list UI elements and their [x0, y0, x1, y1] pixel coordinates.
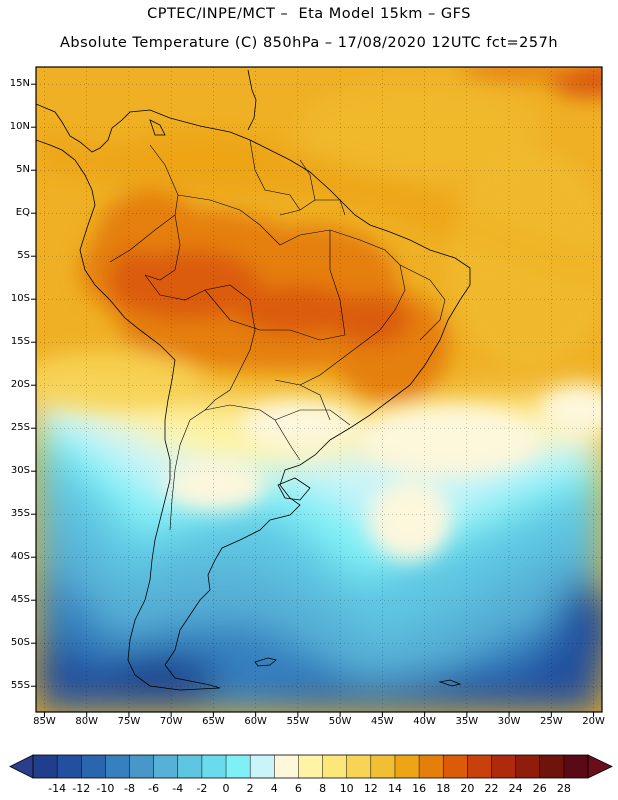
colorbar-label: 10 — [339, 782, 354, 795]
colorbar-label: 14 — [387, 782, 402, 795]
colorbar-swatch — [443, 755, 468, 778]
chart-title: CPTEC/INPE/MCT – Eta Model 15km – GFS — [147, 6, 471, 22]
latitude-label: 45S — [10, 594, 30, 606]
colorbar-label: -2 — [196, 782, 208, 795]
colorbar-label: 26 — [532, 782, 547, 795]
colorbar-swatch — [105, 755, 130, 778]
colorbar-swatch — [419, 755, 444, 778]
colorbar-swatch — [177, 755, 203, 778]
colorbar-swatch — [370, 755, 396, 778]
colorbar-label: 22 — [484, 782, 499, 795]
colorbar-swatch — [298, 755, 323, 778]
country-borders — [109, 139, 446, 531]
temperature-field — [36, 67, 602, 712]
map-frame — [35, 66, 603, 713]
colorbar — [9, 754, 613, 779]
colorbar-swatch — [563, 755, 589, 778]
colorbar-swatch — [250, 755, 275, 778]
longitude-label: 20W — [582, 716, 605, 727]
latitude-label: 35S — [10, 508, 30, 520]
latitude-label: 20S — [10, 379, 30, 391]
colorbar-swatch — [274, 755, 299, 778]
latitude-label: 5N — [16, 164, 30, 176]
latitude-label: 50S — [10, 637, 30, 649]
latitude-label: 40S — [10, 551, 30, 563]
colorbar-label: 4 — [270, 782, 278, 795]
colorbar-label: -14 — [48, 782, 67, 795]
latitude-label: 15S — [10, 336, 30, 348]
latitude-label: 30S — [10, 465, 30, 477]
longitude-label: 25W — [540, 716, 563, 727]
latitude-label: 55S — [10, 680, 30, 692]
latitude-label: 15N — [9, 78, 30, 90]
colorbar-over-arrow — [587, 754, 613, 779]
colorbar-label: -6 — [148, 782, 160, 795]
colorbar-swatch — [346, 755, 372, 778]
colorbar-swatch — [153, 755, 179, 778]
colorbar-label: -8 — [124, 782, 135, 795]
colorbar-label: 18 — [436, 782, 451, 795]
colorbar-label: 28 — [556, 782, 571, 795]
longitude-label: 80W — [75, 716, 98, 727]
colorbar-under-arrow — [9, 754, 34, 779]
longitude-label: 55W — [286, 716, 310, 727]
longitude-label: 60W — [244, 716, 267, 727]
colorbar-swatch — [81, 755, 106, 778]
colorbar-swatch — [491, 755, 516, 778]
latitude-label: 25S — [10, 422, 30, 434]
colorbar-swatch — [467, 755, 492, 778]
chart-subtitle: Absolute Temperature (C) 850hPa – 17/08/… — [59, 35, 559, 51]
latitude-label: 10N — [9, 121, 30, 133]
colorbar-label: 12 — [363, 782, 378, 795]
longitude-label: 35W — [455, 716, 479, 727]
colorbar-swatch — [515, 755, 541, 778]
colorbar-swatch — [394, 755, 420, 778]
colorbar-swatch — [57, 755, 82, 778]
latitude-label: EQ — [15, 207, 30, 219]
colorbar-label: 8 — [319, 782, 327, 795]
axis-ticks — [31, 83, 595, 717]
colorbar-label: -10 — [96, 782, 115, 795]
colorbar-label: 0 — [222, 782, 230, 795]
longitude-label: 75W — [117, 716, 141, 727]
latitude-label: 10S — [10, 293, 30, 305]
colorbar-swatch — [322, 755, 347, 778]
colorbar-label: 16 — [412, 782, 427, 795]
colorbar-label: 20 — [460, 782, 475, 795]
colorbar-swatch — [226, 755, 251, 778]
colorbar-label: 24 — [508, 782, 523, 795]
colorbar-swatch — [201, 755, 227, 778]
longitude-label: 70W — [159, 716, 183, 727]
colorbar-label: 6 — [294, 782, 302, 795]
colorbar-swatch — [33, 755, 58, 778]
colorbar-label: -4 — [172, 782, 184, 795]
colorbar-label: 2 — [246, 782, 254, 795]
colorbar-label: -12 — [72, 782, 91, 795]
longitude-label: 30W — [497, 716, 521, 727]
latitude-label: 5S — [17, 250, 30, 262]
longitude-label: 65W — [202, 716, 225, 727]
coastlines — [36, 69, 471, 691]
colorbar-swatch — [129, 755, 154, 778]
longitude-label: 40W — [413, 716, 436, 727]
colorbar-frame — [32, 754, 589, 779]
longitude-label: 85W — [33, 716, 56, 727]
longitude-label: 50W — [328, 716, 352, 727]
longitude-label: 45W — [371, 716, 394, 727]
colorbar-swatch — [539, 755, 565, 778]
